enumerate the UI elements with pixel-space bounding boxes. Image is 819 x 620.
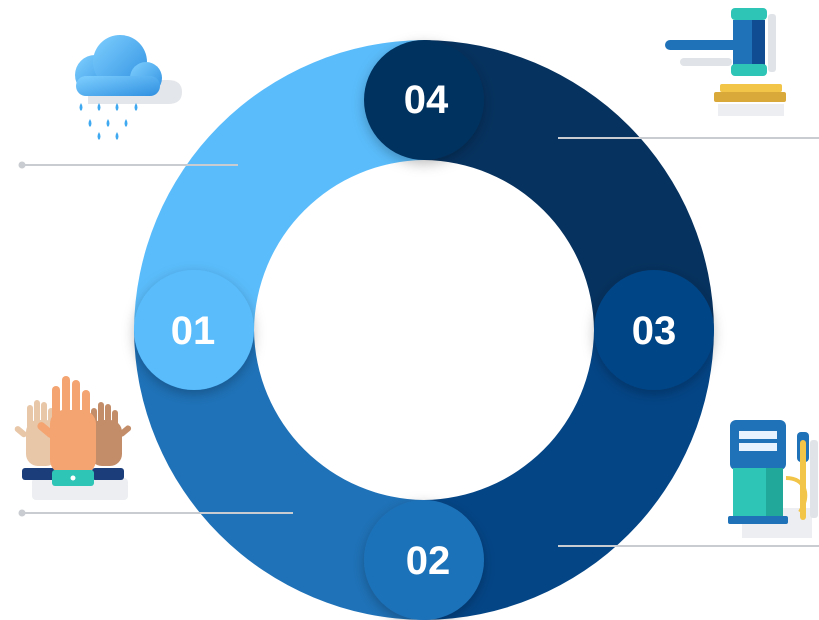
segment-02-cap [364,500,484,620]
rain-cloud-icon [75,35,182,140]
fuel-pump-icon [728,420,818,538]
segment-03-label: 03 [632,309,677,353]
segment-04-cap [364,40,484,160]
segment-02 [134,330,424,620]
connector-01 [18,161,238,169]
segment-03 [424,330,714,620]
connectors [18,137,819,547]
segment-01 [134,40,424,330]
segment-04-label: 04 [404,78,449,122]
segment-02-label: 02 [406,539,451,583]
ring [134,40,714,620]
raised-hands-icon [14,376,132,500]
connector-02 [18,509,293,517]
segment-04 [424,40,714,330]
hand-right [90,402,132,466]
segment-03-cap [594,270,714,390]
hand-center [37,376,96,474]
gavel-icon [665,8,786,116]
segment-01-cap [134,270,254,390]
segment-01-label: 01 [171,309,216,353]
